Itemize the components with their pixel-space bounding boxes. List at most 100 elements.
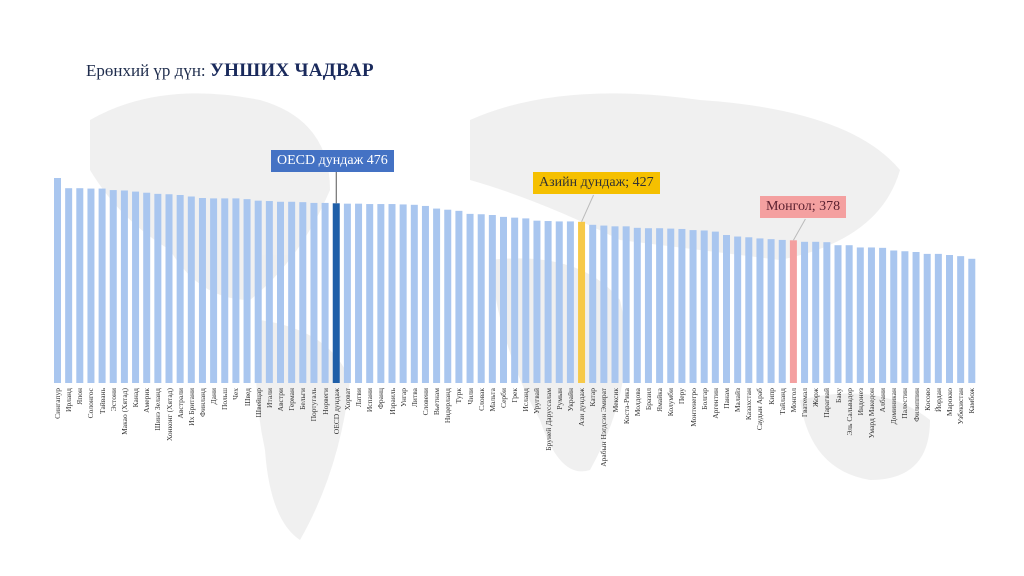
bar-country xyxy=(500,216,507,383)
bar-country xyxy=(544,221,552,383)
bar-country xyxy=(65,188,73,383)
bar-country xyxy=(823,242,831,383)
bar-country xyxy=(700,230,708,383)
x-tick-label: Итали xyxy=(264,388,274,408)
bar-country xyxy=(968,258,976,383)
asia-average-callout: Азийн дундаж; 427 xyxy=(533,172,660,194)
x-tick-label: Словени xyxy=(420,388,430,416)
bar-country xyxy=(176,194,184,383)
bar-country xyxy=(444,209,452,383)
title-main: УНШИХ ЧАДВАР xyxy=(209,60,374,81)
bar-country xyxy=(778,239,786,383)
bar-country xyxy=(533,220,541,383)
x-tick-label: Панам xyxy=(722,388,731,409)
x-tick-label: Чили xyxy=(465,388,475,405)
bar-country xyxy=(277,201,284,383)
x-tick-label: OECD дундаж xyxy=(331,388,341,435)
x-tick-label: Камбож xyxy=(967,388,977,414)
x-tick-label: Ирланд xyxy=(64,388,74,412)
x-tick-label: Индонез xyxy=(855,388,865,416)
bar-country xyxy=(377,204,385,383)
x-tick-label: Канад xyxy=(131,388,141,408)
x-tick-label: Монтенегро xyxy=(688,388,698,427)
bar-country xyxy=(254,200,262,383)
x-tick-label: Эстони xyxy=(108,388,118,412)
bar-country xyxy=(767,239,775,383)
x-tick-label: Австрали xyxy=(175,388,185,419)
x-tick-label: Грек xyxy=(510,388,520,403)
bar-country xyxy=(756,238,764,383)
bar-country xyxy=(644,228,652,383)
x-tick-label: Кипр xyxy=(766,388,776,405)
x-tick-label: Австри xyxy=(276,388,285,412)
bar-country xyxy=(566,221,574,383)
bar-country xyxy=(812,241,820,383)
x-tick-label: Малайз xyxy=(733,388,743,413)
x-tick-label: Исланд xyxy=(521,388,531,412)
bar-country xyxy=(600,225,608,383)
x-tick-label: Украйн xyxy=(565,388,575,412)
x-tick-label: Хонконг (Хятад) xyxy=(164,388,174,442)
bar-country xyxy=(76,188,84,383)
oecd-average-callout: OECD дундаж 476 xyxy=(271,150,394,172)
x-tick-label: Жорж xyxy=(811,388,821,408)
bar-country xyxy=(522,218,530,383)
bar-country xyxy=(834,245,842,383)
bar-country xyxy=(611,226,619,383)
x-tick-label: Перу xyxy=(677,388,687,405)
bar-country xyxy=(143,192,151,383)
x-tick-label: Баку xyxy=(833,388,843,403)
x-tick-label: Бруней Даруссалам xyxy=(543,388,553,451)
callout-leader-line xyxy=(581,194,595,222)
bar-country xyxy=(711,231,719,383)
bar-country xyxy=(511,217,519,383)
x-tick-label: Узбекистан xyxy=(956,388,966,425)
bar-country xyxy=(87,188,95,383)
x-tick-label: Израиль xyxy=(387,388,397,415)
x-tick-label: Их Британи xyxy=(186,388,196,426)
x-tick-label: Франц xyxy=(376,388,386,410)
x-tick-label: Польш xyxy=(220,388,230,411)
x-tick-label: Умард Македон xyxy=(866,388,876,439)
bar-country xyxy=(221,198,229,383)
bar-country xyxy=(867,247,875,383)
bar-country xyxy=(879,247,887,383)
bar-country xyxy=(355,203,363,383)
bar-country xyxy=(399,204,407,383)
bar-country xyxy=(410,204,418,383)
x-tick-label: Вьетнам xyxy=(432,388,442,416)
bar-country xyxy=(466,213,474,383)
x-tick-label: Унгар xyxy=(398,388,408,407)
x-tick-label: Албани xyxy=(878,388,888,413)
bar-country xyxy=(343,203,351,383)
x-tick-label: Солонгос xyxy=(86,388,96,419)
x-tick-label: Косово xyxy=(922,388,932,411)
x-tick-label: Тайланд xyxy=(777,388,787,415)
bar-country xyxy=(232,198,240,383)
x-tick-label: Шинэ Зеланд xyxy=(153,388,163,431)
bar-country xyxy=(745,237,753,383)
x-tick-label: Швейцар xyxy=(253,388,263,418)
bar-mongolia xyxy=(789,240,797,383)
x-tick-label: Филиппин xyxy=(911,388,921,422)
x-tick-label: Казахстан xyxy=(744,388,754,421)
bar-country xyxy=(154,193,162,383)
bar-country xyxy=(689,230,697,383)
bar-country xyxy=(120,190,128,383)
x-tick-label: Коста-Рика xyxy=(621,388,631,425)
callout-leader-line xyxy=(792,218,806,241)
bar-oecd xyxy=(332,203,340,383)
x-tick-label: Уругвай xyxy=(532,388,542,414)
x-tick-label: Доминикан xyxy=(889,388,899,425)
bar-country xyxy=(622,226,630,383)
bar-country xyxy=(433,208,441,383)
x-tick-label: Нидерланд xyxy=(443,388,453,424)
bar-country xyxy=(165,194,173,383)
x-tick-label: Латви xyxy=(354,388,364,408)
x-tick-label: Парагвай xyxy=(822,388,832,418)
bar-country xyxy=(98,188,106,383)
x-tick-label: Эль Сальвадор xyxy=(844,388,854,436)
x-tick-label: Макао (Хятад) xyxy=(119,388,129,435)
x-tick-label: Палестин xyxy=(900,388,910,419)
